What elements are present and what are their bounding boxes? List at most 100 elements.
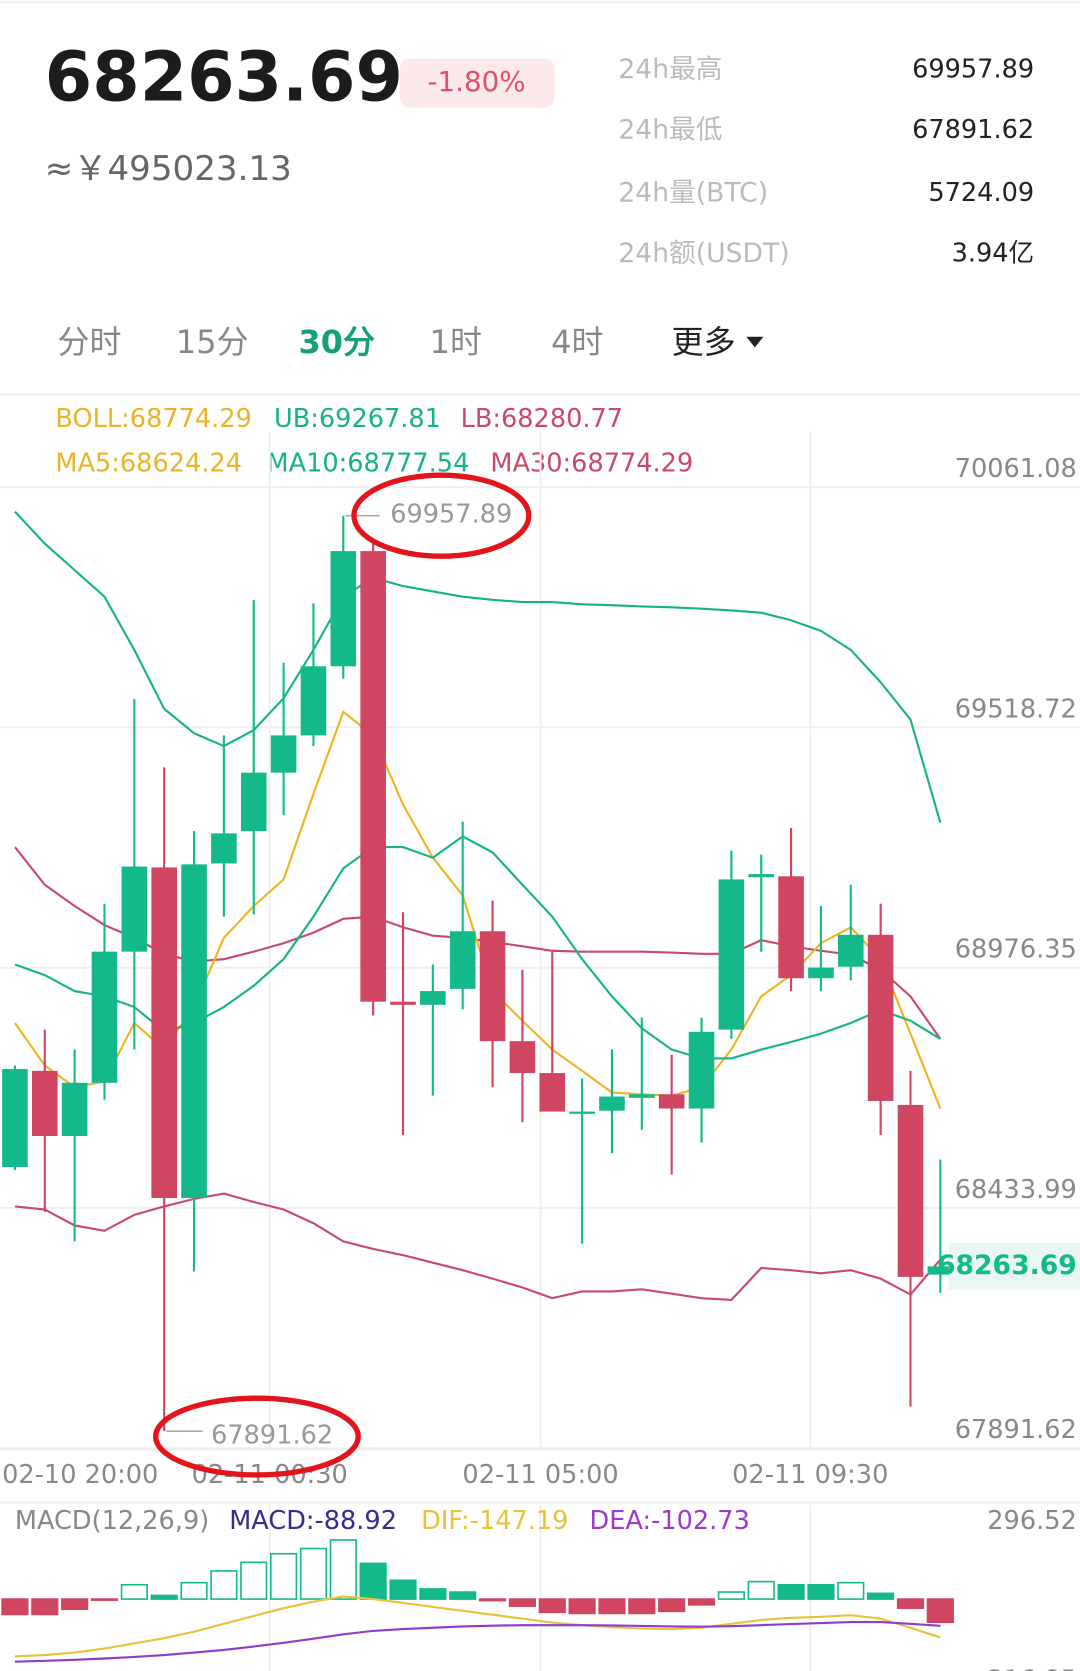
x-tick-label: 02-10 20:00 [2, 1460, 158, 1490]
macd-bar [419, 1588, 447, 1600]
stat-value: 5724.09 [928, 178, 1034, 208]
macd-indicator: DIF:-147.19 [421, 1506, 568, 1536]
macd-bar [270, 1552, 298, 1600]
candle-body [539, 1073, 566, 1112]
macd-title: MACD(12,26,9) [15, 1506, 209, 1536]
candle-body [808, 967, 834, 979]
candle-body [479, 931, 506, 1042]
y-tick-label: 68433.99 [955, 1175, 1077, 1205]
macd-bar [240, 1561, 268, 1600]
candle-body [449, 931, 476, 989]
candle-body [837, 934, 864, 967]
candle-body [240, 772, 267, 832]
macd-bar [628, 1598, 656, 1615]
candle-body [718, 879, 745, 1030]
tab[interactable]: 30分 [299, 323, 376, 361]
candle-body [420, 991, 446, 1005]
macd-bar [389, 1579, 417, 1600]
y-tick-label: 70061.08 [955, 454, 1077, 484]
macd-bar [658, 1598, 686, 1613]
macd-tick-label: -316.85 [978, 1666, 1077, 1671]
change-pill [399, 58, 555, 108]
macd-bar [1, 1598, 29, 1616]
indicator-line [14, 1192, 942, 1301]
stat-value: 67891.62 [912, 115, 1034, 145]
price-tag [948, 1242, 1080, 1290]
macd-tick-label: 296.52 [987, 1506, 1077, 1536]
stat-label: 24h最高 [618, 54, 722, 85]
y-tick-label: 67891.62 [955, 1415, 1077, 1445]
macd-bar [807, 1583, 835, 1600]
x-tick-label: 02-11 05:00 [462, 1460, 618, 1490]
highlight-circle [152, 1395, 361, 1478]
macd-bar [508, 1598, 537, 1607]
candle-body [778, 876, 804, 979]
candle-body [867, 934, 894, 1101]
tab[interactable]: 15分 [176, 323, 249, 361]
candle-body [748, 874, 775, 878]
macd-bar [717, 1591, 745, 1600]
candle-body [181, 864, 207, 1198]
macd-bar [747, 1580, 775, 1600]
candle-body [31, 1070, 58, 1136]
indicator: MA5:68624.24 [55, 449, 242, 479]
indicator-line [14, 1620, 941, 1663]
indicator-line [14, 510, 942, 823]
candle-body [121, 866, 148, 952]
indicator: UB:69267.81 [274, 404, 441, 434]
macd-bar [598, 1598, 626, 1615]
stat-value: 69957.89 [912, 54, 1034, 84]
candle-body [688, 1031, 715, 1109]
candle-body [2, 1069, 28, 1167]
stat-label: 24h量(BTC) [618, 177, 768, 208]
candle-body [599, 1096, 625, 1111]
last-price: 68263.69 [45, 39, 403, 118]
candle-body [569, 1111, 595, 1114]
macd-bar [926, 1598, 954, 1624]
macd-bar [180, 1581, 208, 1600]
macd-bar [867, 1592, 895, 1600]
y-tick-label: 68976.35 [955, 935, 1077, 965]
candle-body [658, 1094, 685, 1109]
current-price: 68263.69 [937, 1250, 1077, 1281]
stat-label: 24h额(USDT) [618, 238, 789, 269]
tab[interactable]: 分时 [58, 323, 122, 361]
macd-bar [538, 1598, 566, 1614]
macd-bar [61, 1598, 89, 1611]
tab[interactable]: 1时 [430, 323, 482, 361]
macd-bar [210, 1570, 238, 1600]
macd-indicator: MACD:-88.92 [229, 1506, 397, 1536]
macd-bar [837, 1581, 865, 1600]
dropdown-arrow [746, 336, 764, 348]
candle-body [629, 1094, 655, 1098]
candle-body [390, 1001, 416, 1005]
macd-bar [777, 1583, 805, 1600]
indicator: BOLL:68774.29 [55, 404, 251, 434]
macd-bar [31, 1598, 59, 1616]
candle-body [151, 867, 177, 1198]
highlight-circle [351, 472, 532, 559]
indicator: MA30:68774.29 [490, 449, 693, 479]
fiat-price: ≈￥495023.13 [45, 149, 292, 189]
candle-body [927, 1266, 954, 1275]
candle-body [330, 551, 357, 667]
indicator-line [14, 1595, 941, 1658]
change: -1.80% [428, 65, 526, 98]
candle-body [509, 1041, 536, 1074]
macd-bar [299, 1547, 328, 1600]
stat-label: 24h最低 [618, 115, 722, 146]
tab[interactable]: 4时 [551, 323, 603, 361]
low-annotation: 67891.62 [211, 1421, 333, 1451]
stat-value: 3.94亿 [952, 239, 1035, 269]
tab[interactable]: 更多 [672, 323, 736, 361]
high-annotation: 69957.89 [390, 500, 512, 530]
candle-body [61, 1082, 88, 1136]
macd-bar [896, 1598, 925, 1610]
macd-bar [449, 1591, 477, 1600]
macd-indicator: DEA:-102.73 [590, 1506, 750, 1536]
candle-body [897, 1104, 924, 1277]
macd-bar [359, 1562, 387, 1600]
candle-body [270, 735, 297, 773]
macd-bar [687, 1598, 716, 1606]
